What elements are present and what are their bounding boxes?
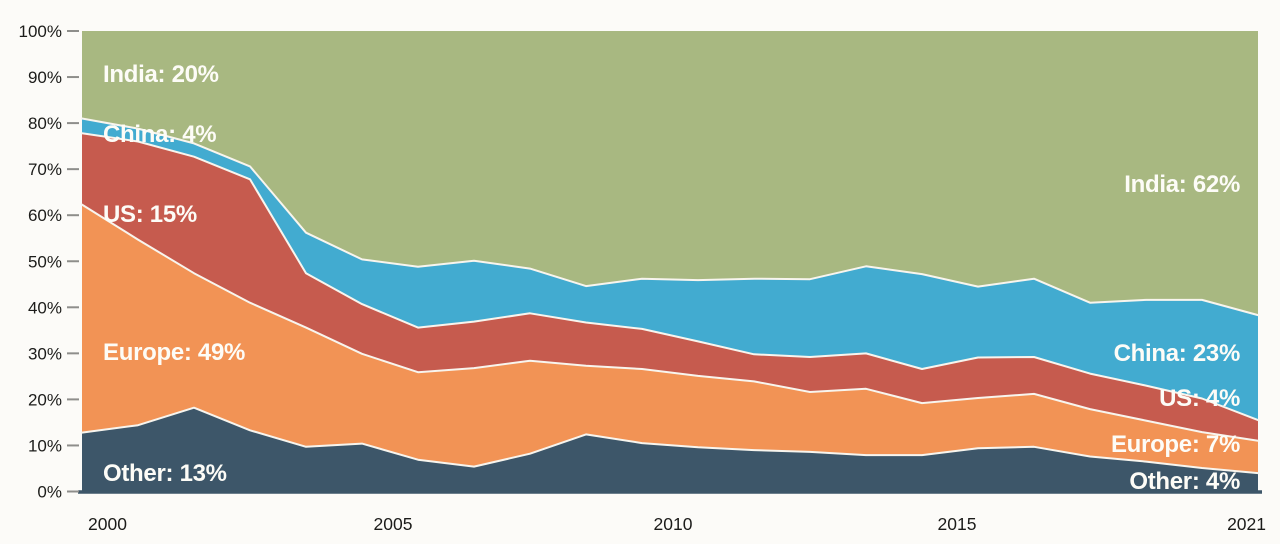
area-label-right-europe: Europe: 7% (1111, 431, 1240, 458)
y-tick-label-90: 90% (28, 68, 62, 87)
area-label-right-india: India: 62% (1124, 171, 1240, 198)
y-tick-label-70: 70% (28, 160, 62, 179)
x-tick-label-2000: 2000 (88, 514, 127, 534)
y-tick-label-100: 100% (19, 22, 62, 41)
y-tick-label-0: 0% (37, 483, 62, 502)
x-tick-label-2010: 2010 (654, 514, 693, 534)
area-label-left-other: Other: 13% (103, 460, 227, 487)
y-tick-label-40: 40% (28, 298, 62, 317)
area-label-right-us: US: 4% (1159, 385, 1240, 412)
boundary-europe-top (81, 203, 1259, 442)
area-label-right-china: China: 23% (1114, 340, 1240, 367)
y-tick-label-20: 20% (28, 390, 62, 409)
area-us (82, 133, 1258, 441)
area-label-left-india: India: 20% (103, 61, 219, 88)
y-tick-label-30: 30% (28, 344, 62, 363)
x-tick-label-2015: 2015 (938, 514, 977, 534)
area-label-left-us: US: 15% (103, 201, 197, 228)
area-china (82, 118, 1258, 421)
area-other (82, 407, 1258, 492)
area-label-left-china: China: 4% (103, 121, 216, 148)
y-tick-label-50: 50% (28, 252, 62, 271)
x-tick-label-2021: 2021 (1227, 514, 1266, 534)
boundary-us-top (81, 132, 1259, 422)
area-europe (82, 204, 1258, 474)
y-tick-label-10: 10% (28, 436, 62, 455)
area-label-right-other: Other: 4% (1129, 468, 1240, 495)
y-tick-label-60: 60% (28, 206, 62, 225)
y-tick-label-80: 80% (28, 114, 62, 133)
boundary-other-top (81, 406, 1259, 475)
boundary-china-top (81, 117, 1259, 317)
area-label-left-europe: Europe: 49% (103, 339, 245, 366)
area-india (82, 31, 1258, 316)
x-tick-label-2005: 2005 (374, 514, 413, 534)
